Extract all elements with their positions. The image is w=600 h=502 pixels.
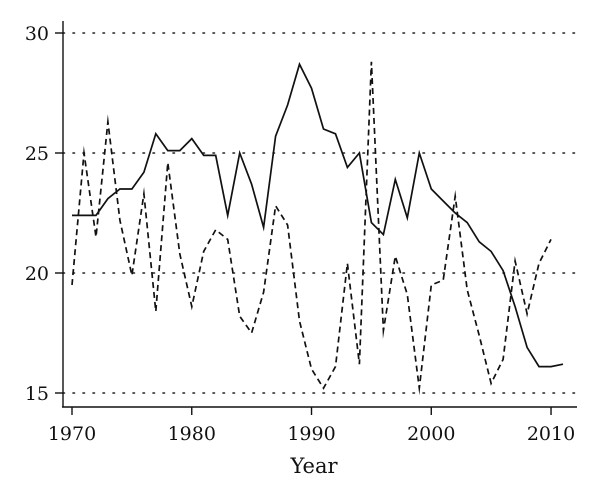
- tick-layer: 15 20 25 30 1970 1980 1990 2000 2010: [25, 23, 575, 445]
- series-line-2-dashed: [71, 61, 552, 396]
- gridlines: [62, 32, 578, 394]
- y-tick-label: 20: [25, 263, 49, 285]
- y-tick-label: 25: [25, 143, 49, 165]
- series-line-1-solid: [72, 61, 564, 368]
- series-layer: [71, 61, 564, 396]
- x-axis-title: Year: [289, 454, 338, 478]
- x-tick-label: 1990: [287, 423, 335, 445]
- y-tick-label: 30: [25, 23, 49, 45]
- x-tick-label: 2000: [407, 423, 455, 445]
- axes: [62, 21, 577, 408]
- x-tick-label: 2010: [527, 423, 575, 445]
- y-tick-label: 15: [25, 383, 49, 405]
- x-tick-label: 1970: [48, 423, 96, 445]
- x-tick-label: 1980: [168, 423, 216, 445]
